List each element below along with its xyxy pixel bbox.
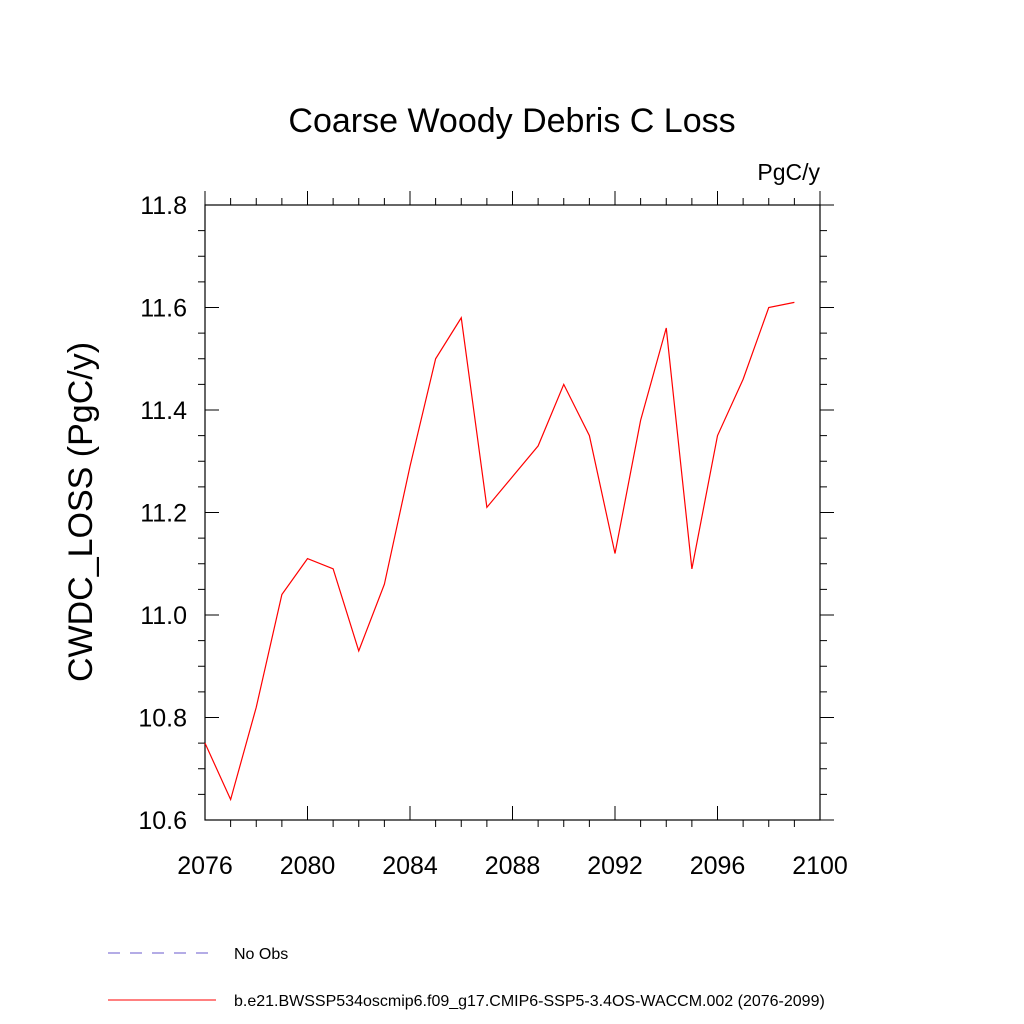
y-tick-label: 11.4 — [140, 397, 187, 425]
x-tick-label: 2080 — [280, 852, 336, 880]
y-axis-ticks: 10.6 10.8 11.0 11.2 11.4 11.6 11.8 — [138, 192, 834, 835]
plot-frame — [204, 204, 821, 821]
units-label: PgC/y — [757, 159, 820, 185]
x-axis-ticks: 2076 2080 2084 2088 2092 2096 2100 — [177, 191, 848, 880]
series-layer — [204, 301, 795, 802]
legend: No Obs b.e21.BWSSP534oscmip6.f09_g17.CMI… — [108, 946, 825, 1010]
legend-label-no-obs: No Obs — [234, 946, 288, 963]
x-tick-label: 2084 — [382, 852, 438, 880]
x-tick-label: 2092 — [587, 852, 643, 880]
y-tick-label: 11.2 — [140, 500, 187, 528]
y-tick-label: 10.6 — [138, 807, 187, 835]
x-tick-label: 2096 — [690, 852, 746, 880]
legend-label-model-run: b.e21.BWSSP534oscmip6.f09_g17.CMIP6-SSP5… — [234, 993, 825, 1010]
x-tick-label: 2076 — [177, 852, 233, 880]
y-axis-label: CWDC_LOSS (PgC/y) — [62, 342, 100, 682]
x-tick-label: 2088 — [485, 852, 541, 880]
y-tick-label: 11.6 — [140, 295, 187, 323]
chart-title: Coarse Woody Debris C Loss — [288, 102, 735, 140]
y-tick-label: 11.8 — [140, 192, 187, 220]
y-tick-label: 10.8 — [138, 705, 187, 733]
x-tick-label: 2100 — [792, 852, 848, 880]
y-tick-label: 11.0 — [140, 602, 187, 630]
series-line-1 — [204, 301, 795, 802]
